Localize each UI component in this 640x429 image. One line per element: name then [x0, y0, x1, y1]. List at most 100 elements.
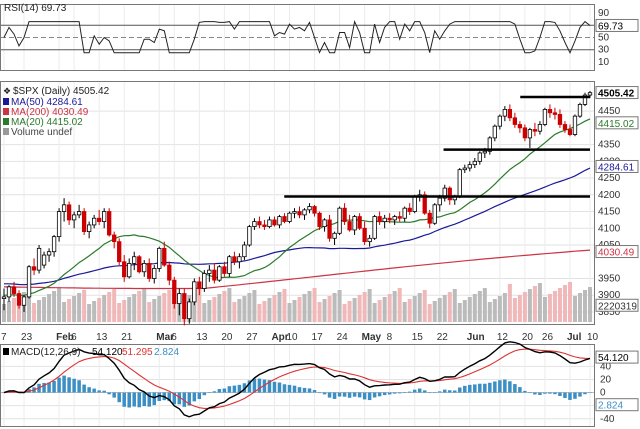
candle-icon: ❖	[3, 86, 11, 96]
volume-bar	[237, 299, 242, 322]
volume-bar	[112, 289, 117, 322]
price-tick-label: 4250	[598, 173, 621, 184]
candle-body	[11, 286, 17, 294]
candle-body	[257, 221, 262, 226]
macd-histogram-bar	[573, 392, 577, 399]
candle-body	[352, 216, 357, 231]
volume-bar	[257, 304, 262, 322]
macd-histogram-bar	[473, 384, 477, 393]
macd-histogram-bar	[142, 392, 146, 407]
volume-bar	[272, 295, 277, 322]
macd-histogram-bar	[232, 385, 237, 393]
candle-body	[112, 234, 117, 243]
volume-bar	[577, 293, 582, 322]
candle-body	[427, 212, 432, 224]
macd-tick-label: 20	[600, 374, 612, 385]
candle-body	[582, 94, 588, 105]
volume-bar	[472, 294, 477, 322]
candle-body	[577, 104, 583, 117]
volume-bar	[492, 299, 497, 322]
macd-hist-value: 2.824	[154, 347, 179, 358]
x-tick-label: 13	[196, 332, 208, 343]
candle-body	[76, 211, 82, 216]
macd-value-tag: 54.120	[598, 353, 629, 364]
volume-bar	[172, 304, 177, 322]
volume-bar	[302, 294, 307, 322]
volume-bar	[132, 294, 137, 322]
volume-bar	[202, 303, 207, 322]
candle-body	[132, 256, 137, 264]
candle-body	[412, 196, 417, 212]
volume-bar	[92, 301, 97, 322]
candle-body	[107, 211, 112, 236]
volume-bar	[127, 297, 132, 322]
macd-title: MACD(12,26,9)	[11, 347, 80, 358]
price-tick-label: 3900	[598, 290, 621, 301]
macd-histogram-bar	[352, 392, 357, 397]
macd-histogram-bar	[387, 392, 392, 395]
candle-body	[46, 251, 52, 256]
candle-body	[372, 216, 377, 239]
price-value-tag: 2220319	[598, 301, 637, 312]
macd-histogram-bar	[327, 392, 332, 398]
candle-body	[272, 219, 277, 226]
volume-bar	[322, 299, 327, 322]
macd-histogram-bar	[252, 378, 257, 393]
volume-bar	[1, 304, 7, 322]
x-tick-label: 27	[246, 332, 258, 343]
volume-bar	[552, 291, 557, 322]
volume-bar	[192, 292, 197, 322]
candle-body	[187, 301, 192, 320]
x-tick-label: 15	[412, 332, 424, 343]
candle-body	[262, 224, 267, 227]
macd-histogram-bar	[583, 392, 587, 395]
volume-bar	[572, 296, 577, 322]
volume-bar	[147, 302, 152, 322]
volume-bar	[87, 304, 92, 322]
candle-body	[382, 217, 387, 222]
macd-histogram-bar	[548, 392, 552, 394]
volume-bar	[397, 288, 402, 322]
candle-body	[332, 232, 337, 239]
volume-bar	[357, 295, 362, 322]
candle-body	[542, 109, 548, 125]
macd-histogram-bar	[167, 392, 172, 402]
candle-body	[127, 263, 132, 278]
macd-histogram-bar	[82, 384, 86, 393]
volume-bar	[437, 298, 442, 322]
candle-body	[267, 219, 272, 227]
candle-body	[207, 269, 212, 274]
volume-bar	[412, 296, 417, 322]
candle-body	[402, 207, 407, 219]
macd-histogram-bar	[277, 382, 282, 393]
macd-histogram-bar	[297, 387, 302, 393]
macd-line	[3, 341, 591, 418]
candle-body	[117, 241, 122, 263]
candle-body	[292, 211, 297, 214]
price-tick-label: 4350	[598, 140, 621, 151]
volume-bar	[407, 299, 412, 322]
ma50-line	[4, 167, 591, 286]
volume-bar	[402, 302, 407, 322]
macd-histogram-bar	[448, 390, 452, 393]
x-tick-label: Apr	[271, 332, 288, 343]
macd-histogram-bar	[307, 388, 312, 393]
candle-body	[217, 266, 222, 281]
macd-histogram-bar	[432, 392, 437, 393]
candle-body	[437, 197, 442, 206]
macd-histogram-bar	[87, 387, 91, 393]
volume-bar	[277, 292, 282, 322]
candle-body	[142, 263, 147, 273]
macd-histogram-bar	[478, 383, 482, 393]
x-tick-label: Jul	[567, 332, 582, 343]
rsi-value-tag: 69.73	[598, 21, 623, 32]
volume-bar	[42, 297, 47, 322]
macd-histogram-bar	[498, 380, 502, 393]
candle-body	[222, 266, 227, 274]
candle-body	[347, 221, 352, 231]
macd-legend: MACD(12,26,9) 54.120 51.295 2.824	[3, 347, 179, 358]
macd-histogram-bar	[182, 392, 187, 407]
volume-bar	[167, 290, 172, 322]
x-tick-label: 23	[21, 332, 33, 343]
